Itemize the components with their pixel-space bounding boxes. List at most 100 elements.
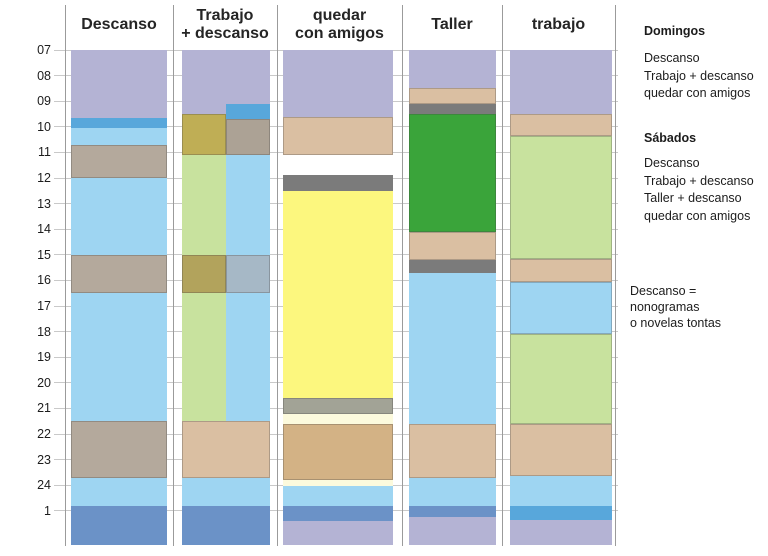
axis-tick-label: 19: [14, 349, 54, 366]
legend-item: quedar con amigos: [644, 208, 751, 223]
axis-tick-label: 15: [14, 246, 54, 263]
time-block: [283, 423, 393, 481]
column-separator-line: [402, 5, 403, 546]
time-block: [182, 293, 226, 422]
legend-item: quedar con amigos: [644, 86, 751, 100]
legend-item: Descanso: [644, 156, 700, 170]
axis-tick-label: 10: [14, 118, 54, 135]
time-block: [283, 398, 393, 414]
column-1: [71, 0, 167, 556]
axis-tick-label: 17: [14, 298, 54, 314]
time-block: [409, 517, 496, 546]
time-block: [283, 116, 393, 155]
column-separator-line: [502, 5, 503, 546]
time-block: [510, 423, 612, 477]
time-block: [226, 103, 270, 120]
time-block: [510, 50, 612, 114]
time-block: [71, 421, 167, 478]
time-block: [510, 258, 612, 282]
axis-tick-label: 12: [14, 170, 54, 186]
legend-list-sundays: Descanso Trabajo + descanso quedar con a…: [644, 50, 754, 103]
axis-tick-label: 07: [14, 42, 54, 58]
time-block: [510, 519, 612, 546]
time-block: [226, 254, 270, 294]
time-block: [182, 254, 226, 294]
time-block: [510, 476, 612, 506]
time-block: [71, 117, 167, 129]
axis-tick-label: 23: [14, 451, 54, 468]
legend-note-line: o novelas tontas: [630, 316, 722, 330]
time-block: [182, 114, 226, 155]
time-block: [71, 254, 167, 294]
time-block: [182, 421, 270, 478]
column-header-2: Trabajo + descanso: [181, 7, 269, 42]
time-block: [283, 480, 393, 487]
time-block: [71, 293, 167, 422]
legend-list-saturdays: Descanso Trabajo + descanso Taller + des…: [644, 155, 754, 225]
column-header-5: trabajo: [531, 16, 586, 34]
column-separator-line: [277, 5, 278, 546]
column-5: [510, 0, 612, 556]
time-block: [182, 154, 226, 255]
time-block: [71, 477, 167, 506]
axis-tick-label: 1: [14, 502, 54, 519]
time-block: [510, 505, 612, 520]
column-header-3: quedar con amigos: [295, 7, 384, 42]
time-block: [283, 175, 393, 191]
time-block: [510, 114, 612, 136]
time-block: [283, 190, 393, 399]
axis-tick-label: 11: [14, 144, 54, 161]
time-block: [182, 505, 270, 546]
time-block: [182, 50, 226, 114]
time-block: [510, 281, 612, 335]
time-block: [71, 178, 167, 255]
axis-tick-label: 08: [14, 67, 54, 84]
axis-tick-label: 09: [14, 93, 54, 110]
legend-note-line: Descanso = nonogramas: [630, 284, 700, 314]
time-block: [226, 119, 270, 155]
time-block: [226, 154, 270, 255]
time-block: [409, 231, 496, 260]
axis-tick-label: 21: [14, 400, 54, 417]
time-block: [283, 50, 393, 117]
time-block: [409, 50, 496, 89]
time-block: [71, 144, 167, 178]
legend-item: Trabajo + descanso: [644, 68, 754, 83]
time-block: [226, 50, 270, 104]
time-block: [409, 272, 496, 424]
axis-tick-label: 18: [14, 323, 54, 340]
time-block: [283, 505, 393, 522]
axis-tick-label: 16: [14, 272, 54, 289]
time-block: [71, 128, 167, 145]
legend-note: Descanso = nonogramas o novelas tontas: [630, 283, 768, 331]
time-block: [182, 477, 270, 506]
time-block: [283, 413, 393, 424]
time-block: [409, 423, 496, 478]
time-block: [409, 114, 496, 232]
column-separator-line: [615, 5, 616, 546]
axis-tick-label: 22: [14, 426, 54, 442]
axis-tick-label: 20: [14, 374, 54, 391]
column-separator-line: [173, 5, 174, 546]
legend-item: Descanso: [644, 51, 700, 65]
time-block: [409, 477, 496, 506]
legend-heading-saturdays: Sábados: [644, 131, 697, 145]
legend-item: Trabajo + descanso: [644, 173, 754, 188]
legend-item: Taller + descanso: [644, 191, 742, 205]
time-block: [226, 293, 270, 422]
time-block: [409, 88, 496, 104]
time-block: [71, 50, 167, 118]
legend-heading-sundays: Domingos: [644, 24, 706, 38]
axis-tick-label: 14: [14, 221, 54, 238]
column-separator-line: [65, 5, 66, 546]
column-2: [182, 0, 270, 556]
time-block: [71, 505, 167, 546]
time-block: [409, 259, 496, 273]
time-block: [283, 486, 393, 506]
axis-tick-label: 24: [14, 477, 54, 494]
column-4: [409, 0, 496, 556]
time-block: [409, 103, 496, 114]
time-block: [510, 135, 612, 259]
time-block: [409, 505, 496, 518]
